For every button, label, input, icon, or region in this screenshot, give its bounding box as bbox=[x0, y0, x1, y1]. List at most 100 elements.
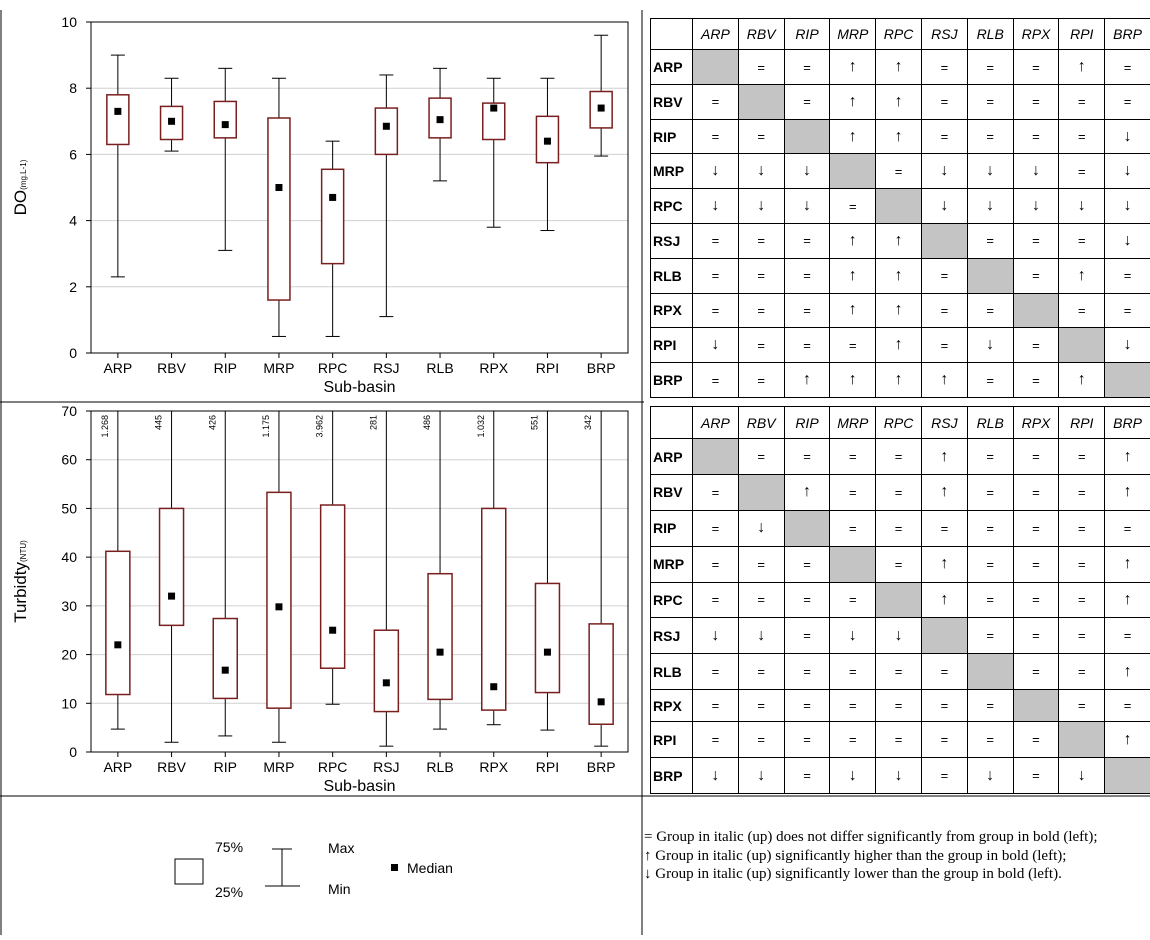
table-row-header: RPI bbox=[651, 328, 693, 363]
cell-equal: = bbox=[830, 474, 876, 510]
table-diagonal-cell bbox=[921, 224, 967, 259]
cell-equal: = bbox=[1013, 722, 1059, 758]
x-tick-label: RSJ bbox=[373, 360, 399, 376]
cell-equal: = bbox=[830, 439, 876, 475]
y-tick-label: 50 bbox=[61, 500, 77, 516]
max-value-label: 1.268 bbox=[100, 415, 110, 438]
cell-lower: ↓ bbox=[738, 189, 784, 224]
max-value-label: 342 bbox=[583, 415, 593, 430]
cell-lower: ↓ bbox=[1013, 154, 1059, 189]
table-diagonal-cell bbox=[967, 654, 1013, 690]
y-tick-label: 0 bbox=[69, 345, 77, 361]
cell-equal: = bbox=[738, 224, 784, 259]
cell-higher: ↑ bbox=[921, 582, 967, 618]
x-tick-label: RPX bbox=[479, 360, 508, 376]
table-row: RSJ===↑↑===↓ bbox=[651, 224, 1150, 259]
table-row: RPX===↑↑==== bbox=[651, 293, 1150, 328]
y-tick-label: 40 bbox=[61, 549, 77, 565]
legend-box-top-label: 75% bbox=[215, 839, 243, 855]
cell-higher: ↑ bbox=[921, 363, 967, 398]
table-row: RIP=↓======= bbox=[651, 510, 1150, 546]
x-tick-label: RIP bbox=[214, 759, 237, 775]
cell-equal: = bbox=[967, 618, 1013, 654]
table-row: RPC====↑===↑ bbox=[651, 582, 1150, 618]
cell-lower: ↓ bbox=[921, 154, 967, 189]
x-tick-label: BRP bbox=[587, 360, 616, 376]
cell-equal: = bbox=[830, 189, 876, 224]
iqr-box bbox=[268, 118, 290, 300]
table-diagonal-cell bbox=[1013, 690, 1059, 722]
x-tick-label: BRP bbox=[587, 759, 616, 775]
cell-equal: = bbox=[1059, 546, 1105, 582]
cell-lower: ↓ bbox=[1059, 758, 1105, 794]
table-row-header: MRP bbox=[651, 154, 693, 189]
max-value-label: 281 bbox=[368, 415, 378, 430]
cell-equal: = bbox=[693, 546, 739, 582]
table-row-header: RPX bbox=[651, 293, 693, 328]
table-column-header: RPX bbox=[1013, 407, 1059, 439]
cell-equal: = bbox=[876, 439, 922, 475]
median-marker bbox=[275, 184, 282, 191]
legend-box-key bbox=[175, 859, 203, 884]
cell-equal: = bbox=[1013, 328, 1059, 363]
legend-max-label: Max bbox=[328, 840, 354, 856]
cell-equal: = bbox=[784, 224, 830, 259]
cell-equal: = bbox=[693, 722, 739, 758]
cell-equal: = bbox=[921, 258, 967, 293]
cell-equal: = bbox=[1013, 84, 1059, 119]
cell-equal: = bbox=[967, 474, 1013, 510]
cell-equal: = bbox=[784, 654, 830, 690]
table-row-header: MRP bbox=[651, 546, 693, 582]
table-diagonal-cell bbox=[1013, 293, 1059, 328]
x-tick-label: RPC bbox=[318, 759, 348, 775]
x-axis-title: Sub-basin bbox=[323, 379, 395, 396]
table-diagonal-cell bbox=[784, 510, 830, 546]
cell-equal: = bbox=[967, 546, 1013, 582]
table-row-header: RPC bbox=[651, 582, 693, 618]
y-axis-unit: (mg.L-1) bbox=[19, 159, 28, 190]
cell-equal: = bbox=[967, 439, 1013, 475]
table-row: RPI========↑ bbox=[651, 722, 1150, 758]
cell-higher: ↑ bbox=[876, 328, 922, 363]
cell-equal: = bbox=[738, 690, 784, 722]
table-row-header: RSJ bbox=[651, 618, 693, 654]
cell-lower: ↓ bbox=[967, 758, 1013, 794]
cell-equal: = bbox=[1013, 50, 1059, 85]
y-tick-label: 0 bbox=[69, 744, 77, 760]
cell-equal: = bbox=[1059, 618, 1105, 654]
cell-equal: = bbox=[830, 510, 876, 546]
cell-lower: ↓ bbox=[1059, 189, 1105, 224]
legend-min-label: Min bbox=[328, 881, 351, 897]
table-row: RPI↓===↑=↓=↓ bbox=[651, 328, 1150, 363]
cell-equal: = bbox=[738, 119, 784, 154]
table-column-header: RPI bbox=[1059, 407, 1105, 439]
cell-equal: = bbox=[921, 328, 967, 363]
cell-equal: = bbox=[784, 618, 830, 654]
iqr-box bbox=[589, 624, 613, 724]
x-tick-label: MRP bbox=[263, 360, 294, 376]
iqr-box bbox=[107, 95, 129, 145]
cell-equal: = bbox=[784, 293, 830, 328]
cell-equal: = bbox=[1105, 510, 1150, 546]
cell-equal: = bbox=[921, 758, 967, 794]
cell-equal: = bbox=[830, 654, 876, 690]
table-row-header: ARP bbox=[651, 439, 693, 475]
iqr-box bbox=[482, 508, 506, 710]
cell-equal: = bbox=[1105, 84, 1150, 119]
cell-equal: = bbox=[1013, 474, 1059, 510]
table-row-header: RLB bbox=[651, 654, 693, 690]
cell-higher: ↑ bbox=[1105, 654, 1150, 690]
table-row: RIP==↑↑====↓ bbox=[651, 119, 1150, 154]
cell-equal: = bbox=[967, 722, 1013, 758]
note-higher: ↑ Group in italic (up) significantly hig… bbox=[644, 847, 1150, 866]
median-marker bbox=[114, 108, 121, 115]
cell-equal: = bbox=[693, 84, 739, 119]
max-value-label: 1.175 bbox=[261, 415, 271, 438]
table-row: BRP==↑↑↑↑==↑ bbox=[651, 363, 1150, 398]
median-marker bbox=[329, 194, 336, 201]
cell-equal: = bbox=[876, 510, 922, 546]
table-column-header: BRP bbox=[1105, 407, 1150, 439]
cell-equal: = bbox=[1059, 654, 1105, 690]
